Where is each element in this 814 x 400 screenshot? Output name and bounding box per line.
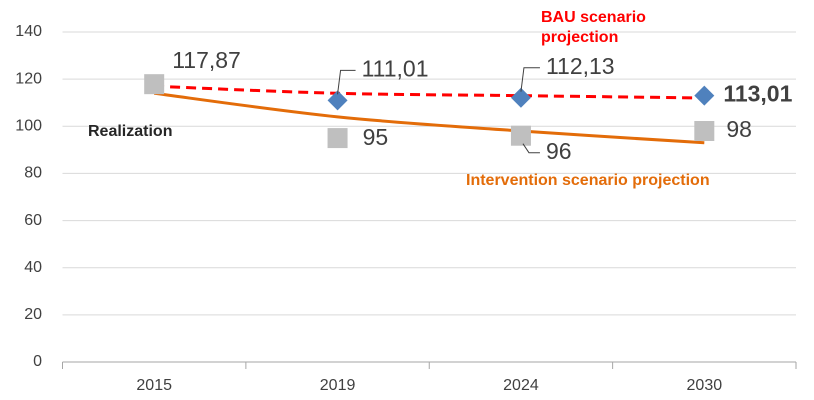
- series-annotation: BAU scenario projection: [541, 9, 646, 46]
- series-line: [154, 84, 705, 100]
- data-label: 111,01: [362, 55, 429, 81]
- y-tick-label: 0: [33, 353, 42, 370]
- data-label: 112,13: [546, 53, 615, 79]
- leader-line: [337, 69, 356, 95]
- diamond-marker: [327, 90, 348, 111]
- square-marker: [144, 74, 165, 95]
- data-label: 98: [726, 116, 752, 142]
- x-tick-label: 2015: [136, 377, 172, 394]
- y-tick-label: 140: [15, 23, 42, 40]
- x-tick-label: 2030: [687, 377, 723, 394]
- x-tick-label: 2024: [503, 377, 539, 394]
- square-marker: [694, 121, 715, 141]
- leader-line: [522, 143, 540, 154]
- y-tick-label: 60: [24, 212, 42, 229]
- series-annotation: Intervention scenario projection: [466, 172, 710, 189]
- square-marker: [327, 128, 348, 149]
- y-tick-label: 20: [24, 306, 42, 323]
- square-marker: [510, 125, 531, 146]
- series-line: [153, 91, 705, 145]
- diamond-marker: [510, 87, 531, 108]
- y-tick-label: 120: [15, 70, 42, 87]
- x-tick-label: 2019: [320, 377, 356, 394]
- series-annotation: Realization: [88, 123, 173, 140]
- data-label: 113,01: [723, 81, 792, 107]
- y-tick-label: 40: [24, 259, 42, 276]
- leader-line: [520, 67, 540, 92]
- y-tick-label: 100: [15, 118, 42, 135]
- y-tick-label: 80: [24, 165, 42, 182]
- diamond-marker: [694, 85, 715, 106]
- data-label: 95: [363, 124, 389, 150]
- data-label: 117,87: [172, 47, 241, 73]
- data-label: 96: [546, 138, 572, 164]
